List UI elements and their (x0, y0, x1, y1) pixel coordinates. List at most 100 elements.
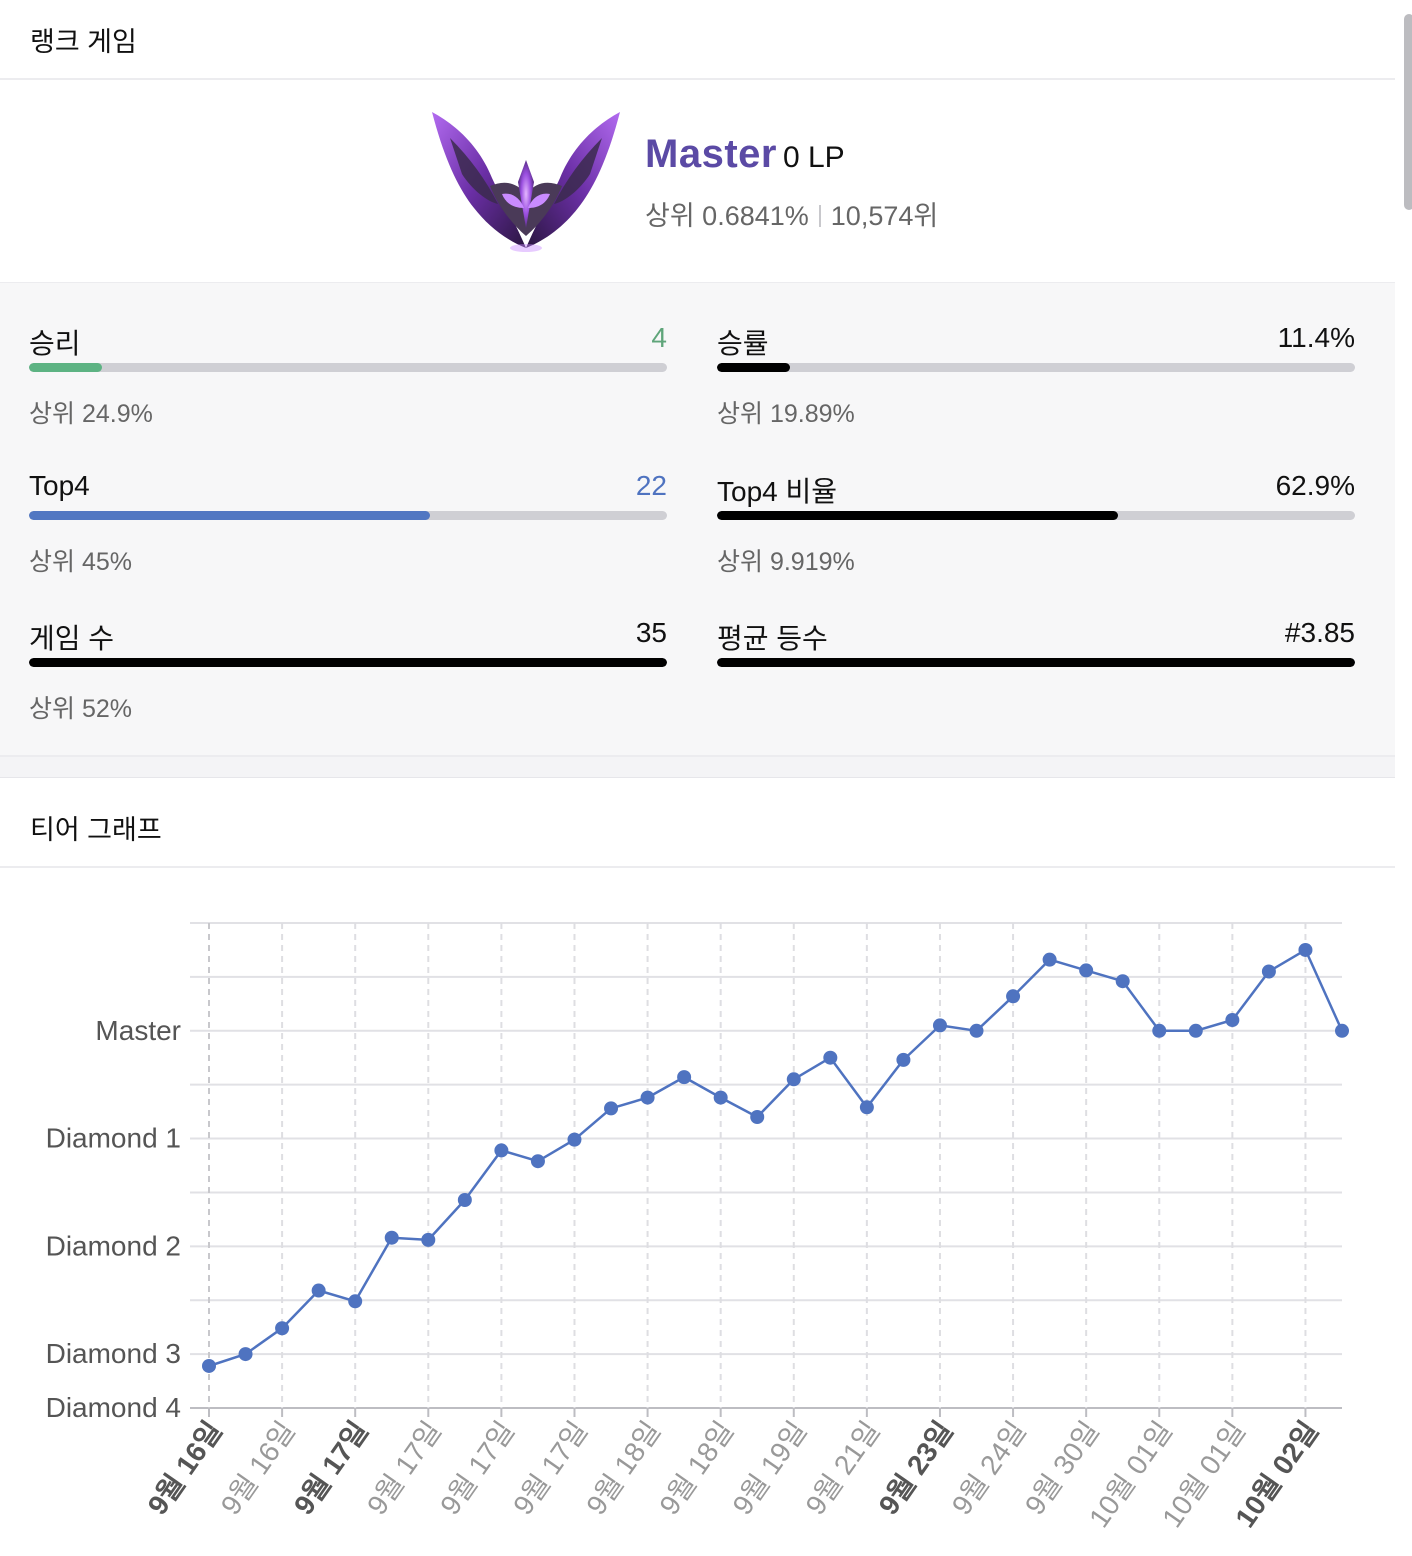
stat-label: Top4 비율 (717, 476, 838, 507)
data-point[interactable] (1261, 964, 1276, 979)
data-point[interactable] (202, 1358, 216, 1373)
stat-bar (29, 511, 667, 520)
tier-graph-header: 티어 그래프 (0, 778, 1395, 868)
x-tick-label: 9월 19일 (726, 1416, 812, 1521)
stat-bar-fill (717, 511, 1119, 520)
stat-percentile: 상위 52% (29, 695, 132, 723)
tier-line: Master 0 LP (645, 132, 845, 177)
stat-label: 승리 (29, 328, 81, 359)
x-tick-label: 9월 17일 (361, 1416, 447, 1521)
data-point[interactable] (1225, 1013, 1240, 1027)
data-point[interactable] (969, 1023, 984, 1038)
data-point[interactable] (786, 1072, 801, 1087)
data-point[interactable] (1079, 963, 1094, 978)
x-tick-label: 9월 24일 (946, 1416, 1032, 1521)
stat-value: 22 (635, 470, 667, 501)
data-point[interactable] (421, 1232, 436, 1247)
y-tick-label: Diamond 2 (46, 1230, 181, 1261)
stat-percentile: 상위 24.9% (29, 400, 153, 428)
rank-line: 상위 0.6841% 10,574위 (645, 194, 938, 233)
x-tick-label: 9월 16일 (142, 1416, 228, 1521)
data-point[interactable] (1006, 989, 1021, 1004)
data-point[interactable] (1042, 952, 1057, 967)
data-point[interactable] (457, 1192, 472, 1207)
x-tick-label: 9월 18일 (653, 1416, 739, 1521)
data-point[interactable] (567, 1132, 582, 1147)
data-point[interactable] (713, 1090, 728, 1105)
data-point[interactable] (896, 1052, 911, 1067)
stat-percentile: 상위 45% (29, 548, 132, 576)
tier-graph-title: 티어 그래프 (30, 815, 162, 845)
stat-bar-fill (29, 658, 667, 667)
x-tick-label: 9월 17일 (434, 1416, 520, 1521)
x-tick-label: 9월 23일 (873, 1416, 959, 1521)
data-point[interactable] (823, 1050, 838, 1065)
stat-value: 11.4% (1277, 322, 1355, 353)
rank-percentile: 상위 0.6841% (645, 201, 809, 231)
data-point[interactable] (1152, 1023, 1167, 1038)
chart-horizontal-grid (190, 922, 1342, 1409)
x-tick-label: 9월 17일 (507, 1416, 593, 1521)
scrollbar-thumb[interactable] (1404, 14, 1412, 210)
tier-name: Master (645, 132, 777, 176)
y-tick-label: Diamond 3 (46, 1338, 181, 1369)
stat-percentile: 상위 9.919% (717, 548, 855, 576)
data-point[interactable] (1188, 1023, 1203, 1038)
data-point[interactable] (932, 1018, 947, 1033)
y-tick-label: Diamond 1 (46, 1123, 181, 1154)
rank-section-header: 랭크 게임 (0, 0, 1395, 80)
section-gap (0, 757, 1395, 777)
stat-percentile: 상위 19.89% (717, 400, 855, 428)
stat-label: 승률 (717, 328, 769, 359)
stat-value: 4 (651, 322, 667, 353)
data-point[interactable] (1298, 942, 1313, 957)
tier-graph-chart: Master Diamond 1 Diamond 2 Diamond 3 Diamond… (46, 922, 1349, 1533)
data-point[interactable] (1115, 974, 1130, 989)
data-point[interactable] (640, 1090, 655, 1105)
rank-summary-card: Master 0 LP 상위 0.6841% 10,574위 (0, 80, 1395, 284)
data-point[interactable] (530, 1154, 545, 1169)
stat-value: 62.9% (1275, 470, 1355, 501)
data-point[interactable] (604, 1101, 619, 1116)
y-tick-label: Master (95, 1015, 181, 1046)
stat-value: 35 (635, 617, 667, 648)
chart-y-axis-labels: Master Diamond 1 Diamond 2 Diamond 3 Diamond… (46, 1015, 181, 1423)
rank-divider (818, 205, 821, 227)
x-tick-label: 9월 17일 (288, 1416, 374, 1521)
chart-series-lp (202, 942, 1349, 1373)
data-point[interactable] (859, 1100, 874, 1115)
stat-label: Top4 (29, 470, 90, 501)
data-point[interactable] (750, 1110, 765, 1124)
scrollbar-track[interactable] (1396, 0, 1412, 1555)
y-tick-label: Diamond 4 (46, 1392, 181, 1423)
rank-position: 10,574위 (830, 201, 939, 231)
stat-bar-fill (29, 511, 431, 520)
x-tick-label: 9월 18일 (580, 1416, 666, 1521)
stat-bar (29, 363, 667, 372)
data-point[interactable] (311, 1283, 326, 1298)
data-point[interactable] (238, 1347, 253, 1362)
tier-lp: 0 LP (782, 141, 845, 174)
stat-bar-fill (717, 363, 790, 372)
data-point[interactable] (348, 1294, 363, 1309)
x-tick-label: 9월 21일 (800, 1416, 886, 1521)
rank-section-title: 랭크 게임 (30, 27, 137, 57)
stat-value: #3.85 (1284, 617, 1355, 648)
stat-label: 평균 등수 (717, 623, 828, 654)
data-point[interactable] (1335, 1023, 1349, 1038)
stat-bar (29, 658, 667, 667)
master-emblem-icon (432, 112, 620, 252)
data-point[interactable] (384, 1230, 399, 1245)
data-point[interactable] (677, 1070, 692, 1085)
series-line (208, 948, 1344, 1368)
stat-label: 게임 수 (29, 623, 115, 654)
tier-graph-card (0, 777, 1395, 1556)
stat-bar (717, 363, 1355, 372)
data-point[interactable] (494, 1143, 509, 1158)
data-point[interactable] (275, 1321, 290, 1336)
x-tick-label: 9월 16일 (215, 1416, 301, 1521)
stat-bar-fill (717, 658, 1355, 667)
stats-panel: 승리 4 상위 24.9% 승률 11.4% 상위 19.89% Top4 22… (0, 283, 1395, 757)
stat-bar-fill (29, 363, 103, 372)
